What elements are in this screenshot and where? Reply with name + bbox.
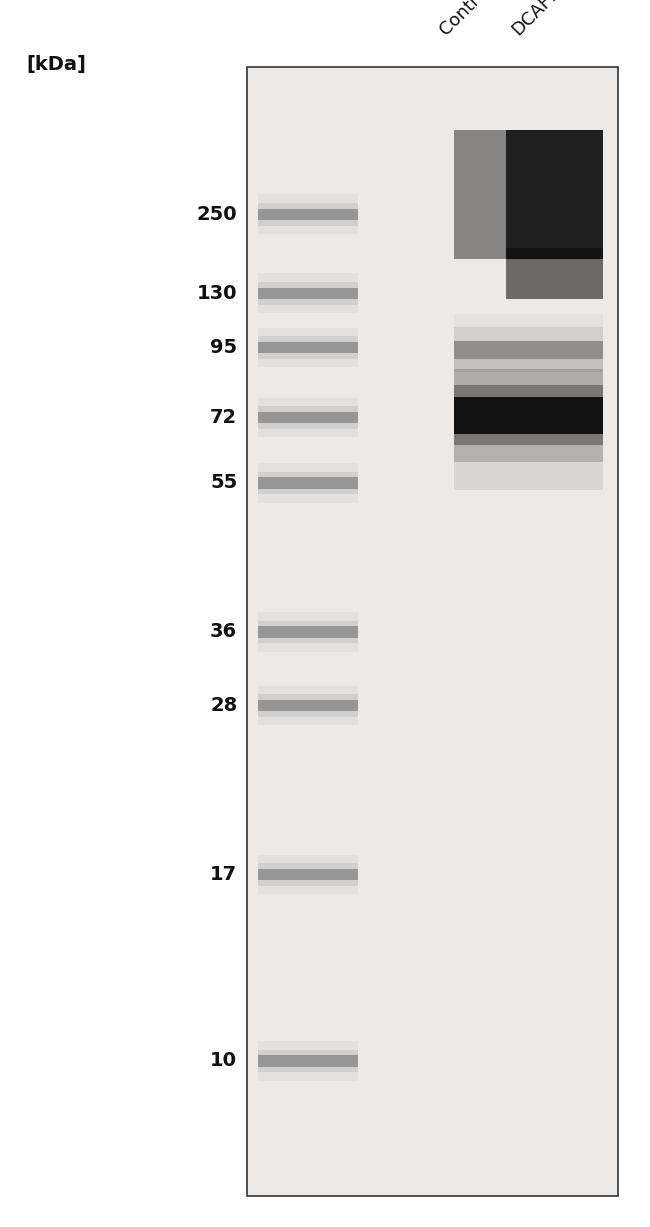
Bar [258, 855, 358, 894]
Bar [258, 342, 358, 353]
Bar [258, 202, 358, 226]
Bar [258, 287, 358, 299]
Bar [506, 130, 603, 259]
Bar [258, 699, 358, 710]
Text: 95: 95 [210, 337, 237, 357]
Bar [454, 368, 603, 461]
Bar [258, 612, 358, 652]
Bar [506, 248, 603, 299]
Text: 17: 17 [210, 865, 237, 885]
Bar [454, 341, 603, 490]
Bar [258, 412, 358, 423]
Bar [258, 621, 358, 643]
Bar [454, 328, 603, 372]
Text: DCAF11: DCAF11 [508, 0, 572, 39]
Bar [258, 195, 358, 234]
Bar [258, 477, 358, 488]
Bar [258, 694, 358, 717]
Bar [454, 385, 603, 445]
Text: 130: 130 [197, 283, 237, 303]
Bar [247, 67, 618, 1196]
Bar [258, 1049, 358, 1072]
Text: 28: 28 [210, 696, 237, 715]
Bar [258, 328, 358, 367]
Bar [258, 471, 358, 494]
Bar [454, 130, 506, 259]
Text: 72: 72 [210, 407, 237, 427]
Bar [454, 314, 603, 385]
Bar [454, 396, 603, 434]
Text: [kDa]: [kDa] [26, 55, 86, 74]
Bar [258, 274, 358, 313]
Text: 36: 36 [210, 622, 237, 642]
Bar [258, 398, 358, 437]
Bar [454, 341, 603, 358]
Bar [258, 1055, 358, 1066]
Text: 250: 250 [196, 205, 237, 223]
Text: 10: 10 [210, 1052, 237, 1070]
Bar [258, 406, 358, 428]
Text: Control: Control [436, 0, 495, 39]
Bar [258, 869, 358, 880]
Bar [258, 282, 358, 304]
Bar [506, 248, 603, 299]
Bar [258, 209, 358, 220]
Bar [258, 686, 358, 725]
Bar [258, 1040, 358, 1081]
Bar [258, 463, 358, 503]
Bar [258, 626, 358, 638]
Bar [258, 864, 358, 886]
Bar [258, 336, 358, 358]
Text: 55: 55 [210, 474, 237, 492]
